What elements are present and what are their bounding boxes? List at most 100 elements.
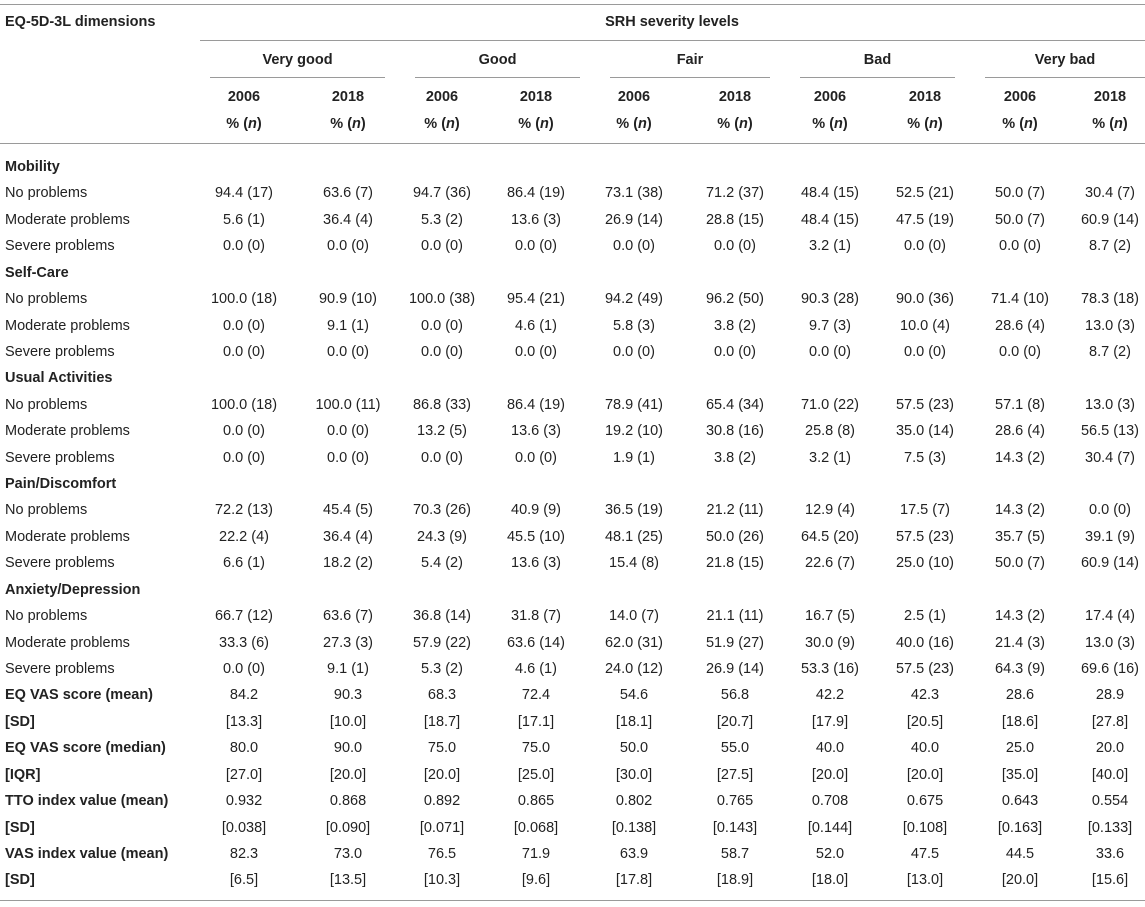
cell: 33.3 (6) bbox=[219, 634, 269, 651]
cell: 65.4 (34) bbox=[705, 396, 765, 413]
cell: 36.4 (4) bbox=[323, 528, 373, 545]
cell: 5.4 (2) bbox=[421, 555, 463, 572]
unit-text: % ( bbox=[518, 116, 541, 132]
cell: 26.9 (14) bbox=[604, 211, 664, 228]
cell: 28.8 (15) bbox=[705, 211, 765, 228]
cell: [20.5] bbox=[906, 713, 944, 730]
cell: [20.0] bbox=[329, 766, 367, 783]
cell: 31.8 (7) bbox=[511, 608, 561, 625]
cell: 24.3 (9) bbox=[417, 528, 467, 545]
cell: [20.7] bbox=[716, 713, 754, 730]
cell: 40.9 (9) bbox=[511, 502, 561, 519]
cell: 0.0 (0) bbox=[327, 423, 369, 440]
row-label: VAS index value (mean) bbox=[5, 845, 169, 862]
cell: 82.3 bbox=[229, 845, 259, 862]
unit-var: n bbox=[248, 116, 257, 132]
unit-var: n bbox=[638, 116, 647, 132]
cell: 8.7 (2) bbox=[1089, 343, 1131, 360]
cell: 25.0 bbox=[1005, 740, 1035, 757]
cell: 22.2 (4) bbox=[219, 528, 269, 545]
unit-header: % (n) bbox=[812, 114, 847, 134]
cell: 0.0 (0) bbox=[515, 449, 557, 466]
cell: 75.0 bbox=[427, 740, 457, 757]
unit-text: ) bbox=[548, 116, 554, 132]
cell: [18.0] bbox=[811, 872, 849, 889]
cell: 0.675 bbox=[906, 793, 944, 810]
corner-header: EQ-5D-3L dimensions bbox=[5, 14, 156, 30]
cell: 3.2 (1) bbox=[809, 449, 851, 466]
level-header: Fair bbox=[676, 52, 704, 68]
year-header: 2018 bbox=[519, 89, 553, 105]
cell: 73.0 bbox=[333, 845, 363, 862]
row-label: No problems bbox=[5, 396, 88, 413]
cell: [18.7] bbox=[423, 713, 461, 730]
cell: 64.3 (9) bbox=[995, 660, 1045, 677]
cell: 100.0 (11) bbox=[315, 396, 381, 413]
cell: 0.892 bbox=[423, 793, 461, 810]
unit-header: % (n) bbox=[518, 114, 553, 134]
cell: 0.0 (0) bbox=[809, 343, 851, 360]
unit-text: % ( bbox=[616, 116, 639, 132]
cell: 0.0 (0) bbox=[223, 423, 265, 440]
cell: 0.0 (0) bbox=[223, 449, 265, 466]
year-header: 2006 bbox=[1003, 89, 1037, 105]
cell: 9.1 (1) bbox=[327, 317, 369, 334]
cell: 0.0 (0) bbox=[1089, 502, 1131, 519]
cell: 50.0 (7) bbox=[995, 555, 1045, 572]
cell: 3.8 (2) bbox=[714, 449, 756, 466]
cell: 50.0 (7) bbox=[995, 211, 1045, 228]
cell: 52.5 (21) bbox=[895, 185, 955, 202]
unit-header: % (n) bbox=[424, 114, 459, 134]
cell: [0.143] bbox=[712, 819, 758, 836]
cell: 0.0 (0) bbox=[999, 343, 1041, 360]
cell: 0.643 bbox=[1001, 793, 1039, 810]
cell: 100.0 (18) bbox=[210, 396, 278, 413]
row-label: TTO index value (mean) bbox=[5, 793, 169, 810]
cell: [18.1] bbox=[615, 713, 653, 730]
cell: 5.8 (3) bbox=[613, 317, 655, 334]
cell: 21.4 (3) bbox=[995, 634, 1045, 651]
cell: 0.932 bbox=[225, 793, 263, 810]
cell: [0.133] bbox=[1087, 819, 1133, 836]
cell: 30.4 (7) bbox=[1085, 449, 1135, 466]
cell: 47.5 bbox=[910, 845, 940, 862]
cell: 0.0 (0) bbox=[421, 449, 463, 466]
cell: [0.108] bbox=[902, 819, 948, 836]
section-title: Mobility bbox=[5, 159, 60, 175]
cell: 0.0 (0) bbox=[223, 238, 265, 255]
section-title: Usual Activities bbox=[5, 370, 113, 387]
unit-header: % (n) bbox=[1002, 114, 1037, 134]
unit-var: n bbox=[739, 116, 748, 132]
cell: [10.0] bbox=[329, 713, 367, 730]
unit-header: % (n) bbox=[330, 114, 365, 134]
cell: 94.4 (17) bbox=[214, 185, 274, 202]
rule bbox=[415, 77, 580, 78]
year-header: 2006 bbox=[227, 89, 261, 105]
row-label: Moderate problems bbox=[5, 634, 130, 651]
cell: 5.3 (2) bbox=[421, 211, 463, 228]
unit-var: n bbox=[1114, 116, 1123, 132]
unit-var: n bbox=[446, 116, 455, 132]
unit-text: ) bbox=[360, 116, 366, 132]
row-label: No problems bbox=[5, 291, 88, 308]
row-label: [IQR] bbox=[5, 766, 41, 783]
cell: [15.6] bbox=[1091, 872, 1129, 889]
unit-text: ) bbox=[454, 116, 460, 132]
cell: 51.9 (27) bbox=[705, 634, 765, 651]
cell: 1.9 (1) bbox=[613, 449, 655, 466]
cell: [20.0] bbox=[811, 766, 849, 783]
unit-text: % ( bbox=[1092, 116, 1115, 132]
cell: [35.0] bbox=[1001, 766, 1039, 783]
cell: 26.9 (14) bbox=[705, 660, 765, 677]
cell: [18.6] bbox=[1001, 713, 1039, 730]
cell: 63.9 bbox=[619, 845, 649, 862]
cell: 5.3 (2) bbox=[421, 660, 463, 677]
rule bbox=[210, 77, 385, 78]
cell: 94.2 (49) bbox=[604, 291, 664, 308]
cell: 5.6 (1) bbox=[223, 211, 265, 228]
cell: 57.5 (23) bbox=[895, 660, 955, 677]
cell: 0.0 (0) bbox=[613, 343, 655, 360]
year-header: 2006 bbox=[425, 89, 459, 105]
row-label: No problems bbox=[5, 502, 88, 519]
cell: [20.0] bbox=[906, 766, 944, 783]
